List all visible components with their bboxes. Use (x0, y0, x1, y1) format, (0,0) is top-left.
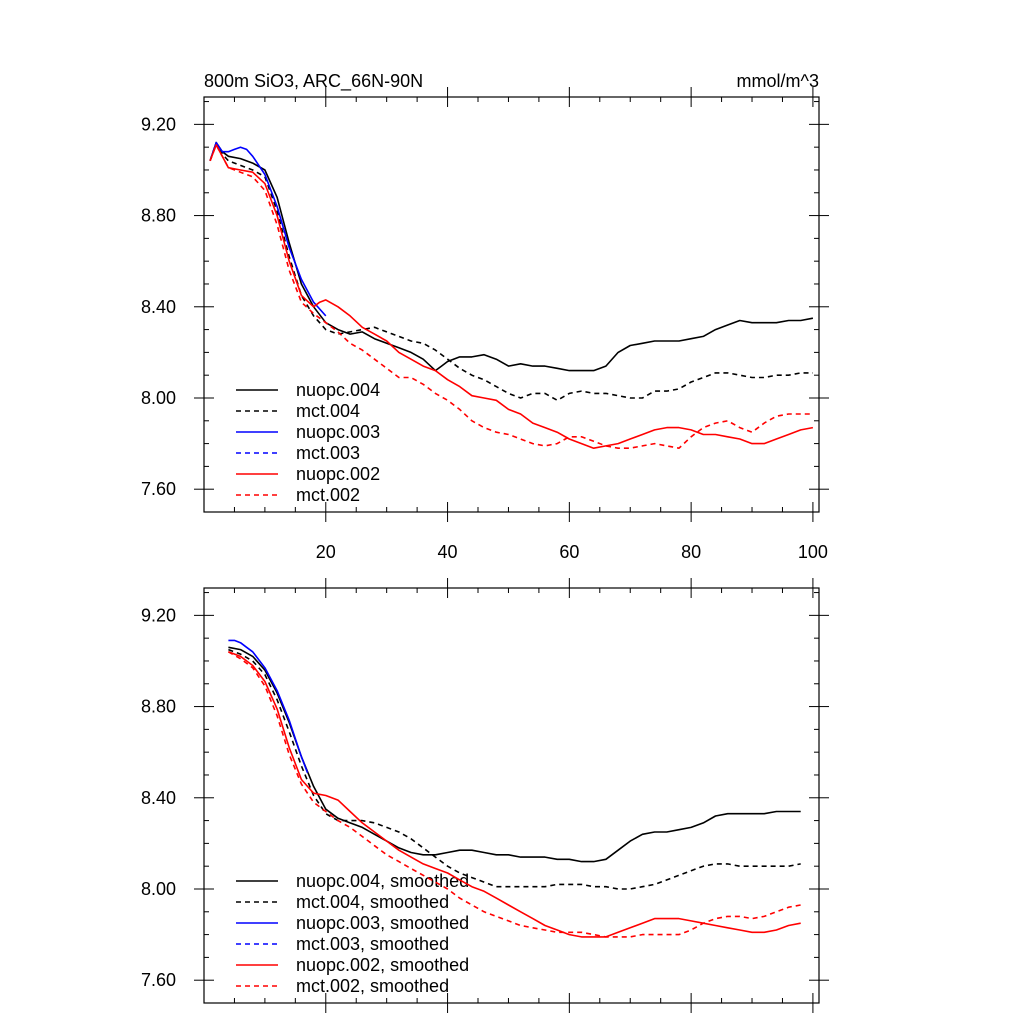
series-line-mct-004-smoothed (228, 648, 801, 890)
series-line-mct-002 (209, 144, 813, 450)
x-tick-label: 40 (438, 542, 458, 562)
y-tick-label: 9.20 (141, 605, 176, 625)
x-tick-label: 20 (316, 542, 336, 562)
plot-frame (203, 96, 820, 513)
y-tick-label: 8.00 (141, 879, 176, 899)
legend-label-nuopc-002-smoothed: nuopc.002, smoothed (296, 955, 469, 975)
x-tick-label: 60 (559, 542, 579, 562)
legend-label-nuopc-002: nuopc.002 (296, 464, 380, 484)
y-tick-label: 8.40 (141, 788, 176, 808)
y-tick-label: 8.40 (141, 297, 176, 317)
plot-frame (203, 587, 820, 1004)
top-panel: 20 40 60 80 100 7.60 8.00 8.40 8.80 9.20 nuopc.004… (141, 87, 829, 562)
legend-label-mct-002: mct.002 (296, 485, 360, 505)
legend-label-mct-004: mct.004 (296, 401, 360, 421)
series-line-nuopc-003-smoothed (228, 639, 309, 773)
y-tick-label: 7.60 (141, 970, 176, 990)
series-line-nuopc-004 (209, 141, 814, 372)
legend-label-mct-003: mct.003 (296, 443, 360, 463)
legend-label-mct-003-smoothed: mct.003, smoothed (296, 934, 449, 954)
series-line-nuopc-002 (209, 144, 814, 450)
series-line-nuopc-004-smoothed (228, 646, 801, 863)
legend-label-nuopc-003: nuopc.003 (296, 422, 380, 442)
y-tick-label: 8.80 (141, 697, 176, 717)
y-tick-label: 9.20 (141, 114, 176, 134)
series-line-mct-004 (209, 141, 813, 402)
legend-label-mct-002-smoothed: mct.002, smoothed (296, 976, 449, 996)
legend-label-nuopc-003-smoothed: nuopc.003, smoothed (296, 913, 469, 933)
legend-label-nuopc-004: nuopc.004 (296, 380, 380, 400)
series-line-nuopc-003 (209, 141, 327, 317)
x-tick-label: 80 (681, 542, 701, 562)
legend-label-mct-004-smoothed: mct.004, smoothed (296, 892, 449, 912)
y-tick-label: 8.80 (141, 206, 176, 226)
y-tick-label: 8.00 (141, 388, 176, 408)
chart-units: mmol/m^3 (737, 71, 819, 91)
legend-label-nuopc-004-smoothed: nuopc.004, smoothed (296, 871, 469, 891)
chart-title: 800m SiO3, ARC_66N-90N (204, 71, 423, 92)
series-line-mct-002-smoothed (228, 651, 801, 938)
series-line-nuopc-002-smoothed (228, 651, 801, 938)
y-tick-label: 7.60 (141, 479, 176, 499)
x-tick-label: 100 (798, 542, 828, 562)
